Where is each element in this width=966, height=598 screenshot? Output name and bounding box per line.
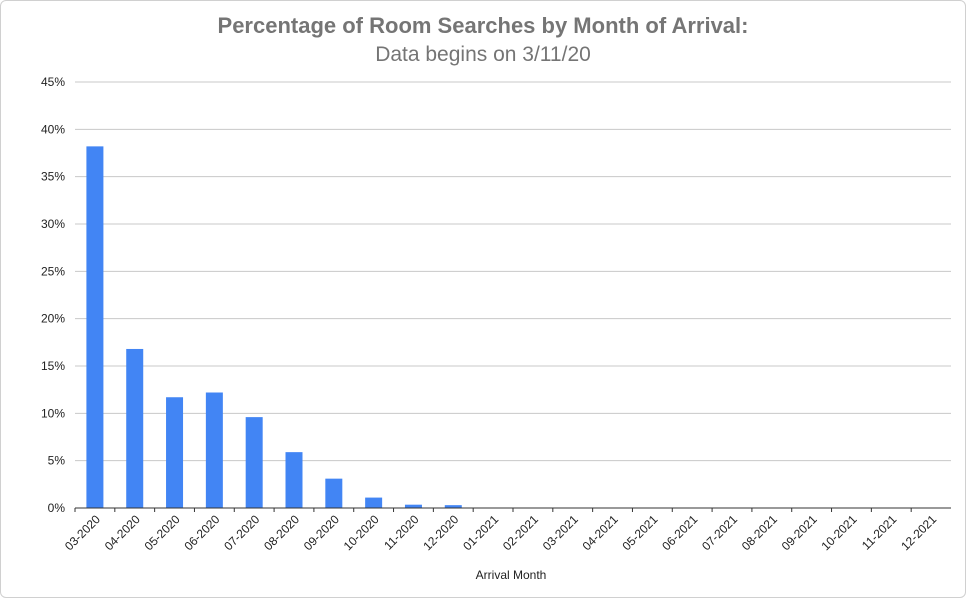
- y-tick-label: 5%: [48, 454, 66, 468]
- bar-12-2020: [444, 505, 462, 508]
- x-tick-label: 11-2020: [381, 512, 422, 553]
- chart-subtitle: Data begins on 3/11/20: [375, 43, 591, 66]
- bar-08-2020: [285, 452, 303, 508]
- x-axis-label: Arrival Month: [476, 568, 547, 582]
- bar-06-2020: [205, 392, 223, 508]
- bar-11-2020: [404, 504, 422, 508]
- x-tick-label: 04-2020: [102, 512, 143, 553]
- x-tick-label: 08-2020: [261, 512, 302, 553]
- x-tick-label: 11-2021: [859, 512, 900, 553]
- bar-07-2020: [245, 417, 263, 508]
- x-tick-label: 12-2020: [420, 512, 461, 553]
- y-tick-label: 25%: [41, 264, 65, 278]
- x-tick-label: 12-2021: [898, 512, 939, 553]
- y-tick-label: 40%: [41, 122, 65, 136]
- bar-10-2020: [365, 497, 383, 508]
- x-tick-label: 07-2021: [699, 512, 740, 553]
- y-tick-label: 10%: [41, 406, 65, 420]
- x-tick-label: 08-2021: [739, 512, 780, 553]
- x-tick-label: 10-2021: [819, 512, 860, 553]
- x-tick-label: 06-2020: [181, 512, 222, 553]
- y-tick-label: 15%: [41, 359, 65, 373]
- y-axis-ticks: 0% 5% 10% 15% 20% 25% 30% 35% 40% 45%: [41, 75, 65, 515]
- x-tick-label: 09-2020: [301, 512, 342, 553]
- bar-04-2020: [126, 348, 144, 508]
- x-tick-label: 02-2021: [500, 512, 541, 553]
- x-tick-label: 01-2021: [460, 512, 501, 553]
- x-tick-label: 10-2020: [341, 512, 382, 553]
- y-tick-label: 30%: [41, 217, 65, 231]
- y-tick-label: 0%: [48, 501, 66, 515]
- bar-03-2020: [86, 146, 104, 508]
- x-tick-label: 04-2021: [580, 512, 621, 553]
- x-tick-label: 05-2020: [142, 512, 183, 553]
- x-tick-label: 07-2020: [221, 512, 262, 553]
- x-axis-ticks: 03-202004-202005-202006-202007-202008-20…: [62, 508, 939, 553]
- chart-title: Percentage of Room Searches by Month of …: [218, 13, 749, 38]
- y-tick-label: 35%: [41, 170, 65, 184]
- y-tick-label: 20%: [41, 312, 65, 326]
- x-tick-label: 05-2021: [619, 512, 660, 553]
- bars: [86, 146, 462, 508]
- x-tick-label: 03-2021: [540, 512, 581, 553]
- x-tick-label: 06-2021: [659, 512, 700, 553]
- y-tick-label: 45%: [41, 75, 65, 89]
- x-tick-label: 03-2020: [62, 512, 103, 553]
- x-tick-label: 09-2021: [779, 512, 820, 553]
- bar-09-2020: [325, 478, 343, 508]
- bar-05-2020: [166, 397, 184, 508]
